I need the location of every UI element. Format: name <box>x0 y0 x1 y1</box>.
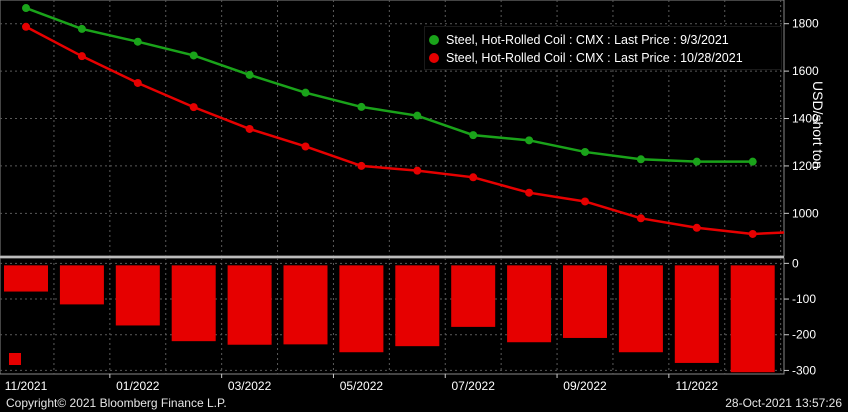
data-point <box>133 78 142 87</box>
bar <box>59 265 104 305</box>
data-point <box>469 131 478 140</box>
y-tick-label: -300 <box>792 363 816 377</box>
data-point <box>22 4 30 13</box>
data-point <box>357 161 366 170</box>
y-tick-label: -100 <box>792 292 816 306</box>
data-point <box>133 37 142 46</box>
legend-item-10-28-2021: Steel, Hot-Rolled Coil : CMX : Last Pric… <box>429 49 743 67</box>
legend-label: Steel, Hot-Rolled Coil : CMX : Last Pric… <box>446 51 743 65</box>
series-line <box>25 6 753 163</box>
bar <box>618 265 663 353</box>
data-point <box>692 223 701 232</box>
y-tick-label: 1600 <box>792 64 819 78</box>
bar <box>171 265 216 342</box>
bar <box>395 265 440 347</box>
data-point <box>245 124 254 133</box>
legend-label: Steel, Hot-Rolled Coil : CMX : Last Pric… <box>446 33 729 47</box>
timestamp: 28-Oct-2021 13:57:26 <box>725 396 842 410</box>
data-point <box>748 157 757 166</box>
data-point <box>301 142 310 151</box>
x-tick-label: 05/2022 <box>340 379 384 393</box>
data-point <box>636 155 645 164</box>
copyright: Copyright© 2021 Bloomberg Finance L.P. <box>6 396 227 410</box>
data-point <box>22 22 30 31</box>
red-square-icon <box>9 353 21 365</box>
data-point <box>301 88 310 97</box>
data-point <box>692 157 701 166</box>
data-point <box>748 229 757 238</box>
bar <box>283 265 328 345</box>
bar <box>4 265 48 292</box>
y-tick-label: 1200 <box>792 159 819 173</box>
data-point <box>413 166 422 175</box>
bar <box>730 265 775 373</box>
y-tick-label: 0 <box>792 256 799 270</box>
data-point <box>413 111 422 120</box>
bar <box>563 265 607 338</box>
bar <box>451 265 496 327</box>
legend: Steel, Hot-Rolled Coil : CMX : Last Pric… <box>424 26 782 70</box>
data-point <box>189 51 198 60</box>
y-tick-label: 1400 <box>792 112 819 126</box>
data-point <box>581 147 589 156</box>
data-point <box>469 173 478 182</box>
data-point <box>245 70 254 79</box>
y-tick-label: 1000 <box>792 206 819 220</box>
y-tick-label: -200 <box>792 328 816 342</box>
x-tick-label: 07/2022 <box>452 379 496 393</box>
data-point <box>77 24 86 33</box>
data-point <box>357 102 366 111</box>
data-point <box>581 197 589 206</box>
x-tick-label: 11/2022 <box>676 379 719 393</box>
bar <box>507 265 552 343</box>
x-tick-label: 09/2022 <box>563 379 607 393</box>
legend-dot-red-icon <box>429 53 439 63</box>
data-point <box>77 52 86 61</box>
data-point <box>525 188 534 197</box>
legend-dot-green-icon <box>429 35 439 45</box>
x-tick-label: 01/2022 <box>116 379 160 393</box>
data-point <box>525 136 534 145</box>
bar <box>115 265 160 326</box>
legend-item-9-3-2021: Steel, Hot-Rolled Coil : CMX : Last Pric… <box>429 31 729 49</box>
x-tick-label: 03/2022 <box>228 379 272 393</box>
y-tick-label: 1800 <box>792 17 819 31</box>
bar <box>339 265 384 353</box>
bar-legend-swatch <box>6 350 24 368</box>
data-point <box>189 103 198 112</box>
x-tick-label: 11/2021 <box>5 379 48 393</box>
bar <box>674 265 719 363</box>
data-point <box>636 214 645 223</box>
bar <box>227 265 272 345</box>
y-axis-label-text: USD/short ton <box>810 81 826 169</box>
